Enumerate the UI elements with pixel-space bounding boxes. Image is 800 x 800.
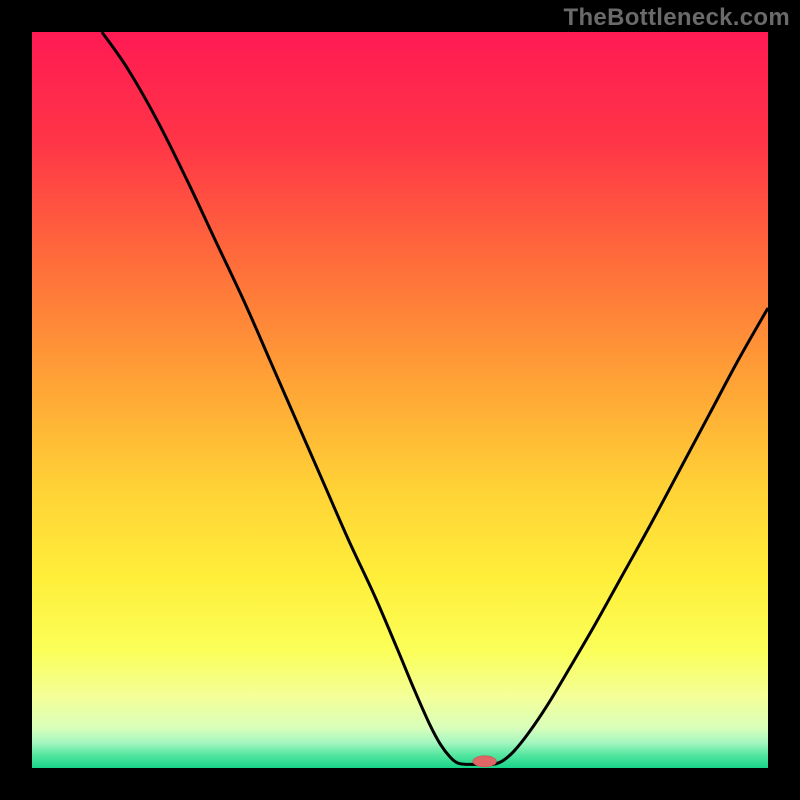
chart-frame: TheBottleneck.com: [0, 0, 800, 800]
optimal-marker: [473, 756, 497, 767]
bottleneck-chart: [32, 32, 768, 768]
watermark-text: TheBottleneck.com: [564, 4, 790, 32]
